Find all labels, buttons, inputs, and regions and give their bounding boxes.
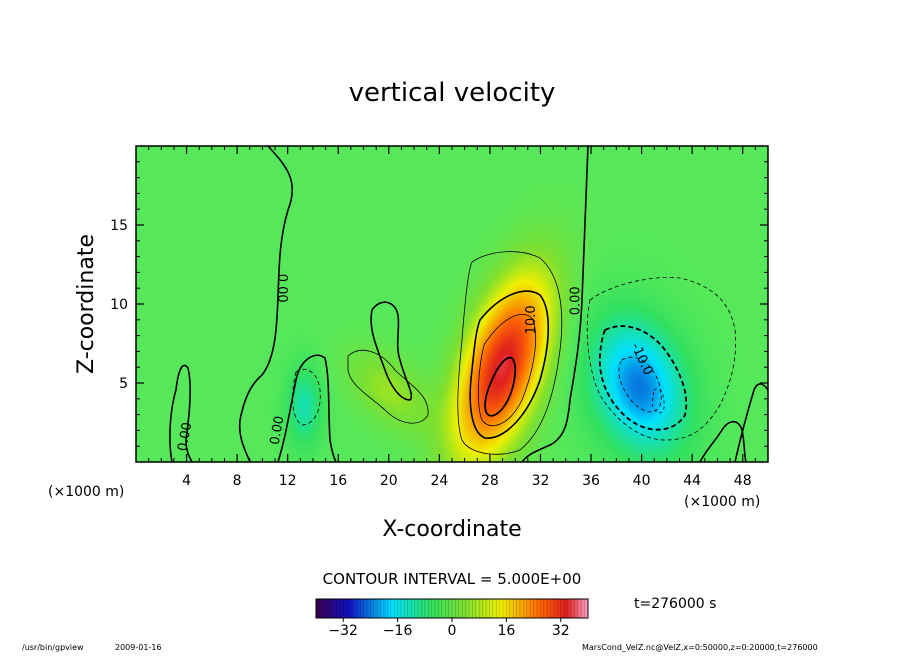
- x-tick-label: 44: [683, 473, 701, 489]
- x-tick-label: 36: [582, 473, 600, 489]
- colorbar-tick-label: 0: [448, 623, 457, 639]
- contour-lines: [169, 146, 768, 462]
- contour-interval-text: CONTOUR INTERVAL = 5.000E+00: [323, 570, 582, 588]
- colorbar-tick-label: 32: [552, 623, 570, 639]
- contour-pos-small-2: [370, 301, 413, 401]
- contour-pos-15: [477, 314, 537, 426]
- contour-label: 0.00: [568, 286, 583, 315]
- x-tick-label: 48: [734, 473, 752, 489]
- x-tick-label: 8: [233, 473, 242, 489]
- x-tick-label: 28: [481, 473, 499, 489]
- contour-label: 0.00: [274, 274, 289, 303]
- footer-left-path: /usr/bin/gpview: [22, 643, 84, 652]
- y-tick-label: 5: [119, 376, 128, 392]
- contour-label: 0.00: [268, 415, 288, 446]
- contour-zero-right: [521, 146, 589, 462]
- contour-label: 10.0: [524, 305, 539, 334]
- contour-neg-20: [651, 388, 665, 414]
- contour-pos-5: [457, 251, 563, 455]
- contour-zero-left-2: [169, 364, 193, 462]
- colorbar-fill: [316, 599, 588, 618]
- x-axis-unit-right: (×1000 m): [684, 494, 760, 510]
- x-tick-label: 40: [633, 473, 651, 489]
- x-tick-label: 20: [380, 473, 398, 489]
- contour-neg-15: [618, 356, 662, 413]
- contour-neg-small: [292, 368, 321, 426]
- colorbar-stripes: [319, 599, 585, 618]
- x-tick-label: 16: [329, 473, 347, 489]
- contour-pos-10: [469, 290, 550, 439]
- contour-pos-small: [347, 349, 429, 424]
- colorbar-tick-label: −16: [383, 623, 413, 639]
- contour-zero-left: [238, 146, 294, 462]
- contour-zero-right-2: [734, 383, 768, 462]
- x-tick-label: 4: [182, 473, 191, 489]
- x-axis-unit-left: (×1000 m): [48, 484, 124, 500]
- chart-title: vertical velocity: [349, 78, 556, 108]
- x-tick-label: 12: [279, 473, 297, 489]
- colorbar-tick-label: −32: [328, 623, 358, 639]
- colorbar: −32 −16 0 16 32: [315, 598, 589, 639]
- field-image: [136, 146, 768, 462]
- x-tick-label: 24: [430, 473, 448, 489]
- contour-zero-mid-1: [277, 354, 337, 462]
- contour-pos-20: [484, 356, 517, 417]
- contour-neg-5: [586, 277, 737, 441]
- contour-label: 0.00: [175, 421, 195, 452]
- y-tick-label: 15: [110, 218, 128, 234]
- y-axis-label: Z-coordinate: [74, 234, 99, 374]
- footer-left-date: 2009-01-16: [115, 643, 162, 652]
- y-tick-label: 10: [110, 297, 128, 313]
- x-axis-label: X-coordinate: [382, 517, 521, 542]
- colorbar-tick-layer: −32 −16 0 16 32: [328, 618, 570, 639]
- time-text: t=276000 s: [634, 596, 716, 612]
- contour-neg-10: [598, 325, 688, 431]
- x-tick-label: 32: [532, 473, 550, 489]
- colorbar-tick-label: 16: [497, 623, 515, 639]
- footer-right-info: MarsCond_VelZ.nc@VelZ,x=0:50000,z=0:2000…: [582, 643, 818, 652]
- contour-zero-right-3: [699, 420, 747, 462]
